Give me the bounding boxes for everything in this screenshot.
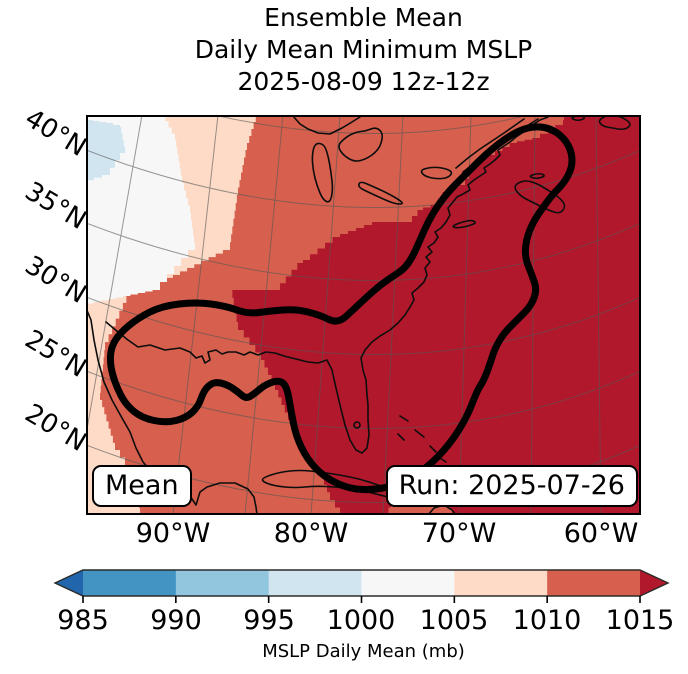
cbar-tick-1005: 1005 <box>419 605 489 636</box>
lon-tick-label-90w: 90°W <box>135 518 211 549</box>
map-panel: Mean Run: 2025-07-26 <box>86 115 641 515</box>
figure-title: Ensemble Mean Daily Mean Minimum MSLP 20… <box>86 2 641 98</box>
colorbar-segment <box>454 570 548 596</box>
title-line-1: Ensemble Mean <box>264 3 463 32</box>
lat-tick-label-30n: 30°N <box>20 250 92 310</box>
cbar-tick-1000: 1000 <box>326 605 396 636</box>
title-line-3: 2025-08-09 12z-12z <box>237 67 490 96</box>
highlight-contour <box>106 123 576 494</box>
colorbar-canvas <box>53 569 670 603</box>
colorbar-segment <box>268 570 362 596</box>
cbar-tick-990: 990 <box>150 605 202 636</box>
run-annotation-box: Run: 2025-07-26 <box>385 465 638 507</box>
lon-tick-label-80w: 80°W <box>273 518 349 549</box>
colorbar-segment <box>83 570 177 596</box>
colorbar <box>50 568 675 606</box>
lat-tick-label-35n: 35°N <box>20 176 92 236</box>
lat-tick-label-25n: 25°N <box>20 324 92 384</box>
colorbar-segment <box>547 570 641 596</box>
colorbar-segment <box>175 570 270 596</box>
map-canvas <box>86 115 641 515</box>
cbar-tick-985: 985 <box>57 605 109 636</box>
lat-tick-label-40n: 40°N <box>20 103 92 163</box>
map-layers <box>86 115 641 515</box>
cbar-tick-1015: 1015 <box>605 605 675 636</box>
cbar-tick-1010: 1010 <box>512 605 582 636</box>
lon-tick-label-70w: 70°W <box>421 518 497 549</box>
colorbar-axis-label: MSLP Daily Mean (mb) <box>262 641 465 662</box>
lat-tick-label-20n: 20°N <box>20 398 92 458</box>
colorbar-over-arrow <box>640 570 668 596</box>
mean-annotation-box: Mean <box>92 465 192 507</box>
colorbar-segment <box>361 570 455 596</box>
lon-tick-label-60w: 60°W <box>563 518 639 549</box>
map-frame <box>86 115 641 515</box>
title-line-2: Daily Mean Minimum MSLP <box>194 35 533 64</box>
colorbar-under-arrow <box>55 570 83 596</box>
cbar-tick-995: 995 <box>243 605 295 636</box>
